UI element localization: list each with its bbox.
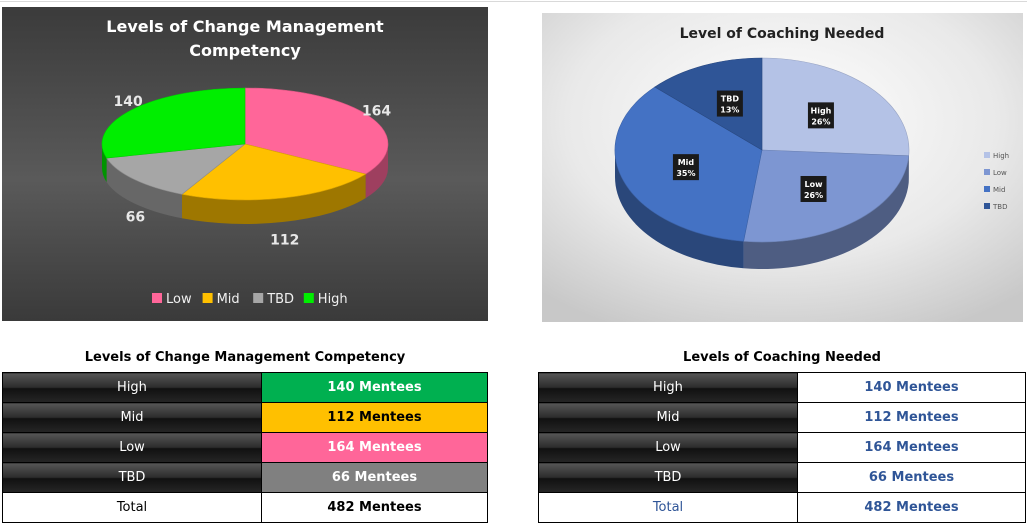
row-value-mid: 112 Mentees bbox=[797, 402, 1026, 433]
competency-side-tbd bbox=[106, 158, 182, 219]
legend-entry-low: Low bbox=[993, 169, 1007, 177]
top-divider bbox=[0, 1, 1027, 2]
legend-entry-mid: Mid bbox=[993, 186, 1005, 194]
total-label: Total bbox=[2, 492, 262, 523]
row-value-low: 164 Mentees bbox=[797, 432, 1026, 463]
competency-side-low bbox=[365, 144, 388, 199]
row-label-high: High bbox=[2, 372, 262, 403]
data-label-name-high: High bbox=[811, 106, 832, 115]
data-label-value-high: 26% bbox=[811, 117, 830, 126]
chart-title-line-1: Levels of Change Management bbox=[106, 17, 384, 36]
data-label-name-low: Low bbox=[805, 180, 824, 189]
competency-slice-high bbox=[101, 87, 246, 159]
legend-swatch-low bbox=[984, 169, 990, 175]
total-value: 482 Mentees bbox=[797, 492, 1026, 523]
competency-pie-chart: Levels of Change Management Competency 1… bbox=[2, 7, 488, 321]
table-row: Mid 112 Mentees bbox=[538, 402, 1026, 433]
legend-swatch-high bbox=[984, 152, 990, 158]
legend-swatch-high bbox=[303, 293, 314, 303]
data-label-name-tbd: TBD bbox=[721, 95, 740, 104]
table-row: Low 164 Mentees bbox=[538, 432, 1026, 463]
chart-title-line-2: Competency bbox=[189, 41, 301, 60]
data-label-mid: 112 bbox=[270, 232, 299, 248]
legend-swatch-tbd bbox=[253, 293, 264, 303]
total-row: Total 482 Mentees bbox=[538, 492, 1026, 523]
data-label-box-high bbox=[807, 102, 834, 129]
data-label-box-mid bbox=[672, 154, 699, 181]
legend-swatch-mid bbox=[984, 186, 990, 192]
competency-slice-low bbox=[244, 87, 389, 175]
table-row: High 140 Mentees bbox=[538, 372, 1026, 403]
row-label-mid: Mid bbox=[2, 402, 262, 433]
competency-table-title: Levels of Change Management Competency bbox=[84, 350, 406, 365]
data-label-value-tbd: 13% bbox=[720, 106, 739, 115]
row-value-low: 164 Mentees bbox=[261, 432, 488, 463]
row-value-high: 140 Mentees bbox=[797, 372, 1026, 403]
coaching-table: High 140 Mentees Mid 112 Mentees Low 164 Ment… bbox=[538, 372, 1026, 523]
table-row: Mid 112 Mentees bbox=[2, 402, 488, 433]
chart-title: Level of Coaching Needed bbox=[680, 26, 885, 42]
row-label-tbd: TBD bbox=[538, 462, 798, 493]
data-label-high: 140 bbox=[113, 94, 142, 110]
legend-entry-high: High bbox=[993, 152, 1009, 160]
data-label-value-mid: 35% bbox=[676, 169, 695, 178]
data-label-tbd: 66 bbox=[126, 209, 145, 225]
legend-entry-tbd: TBD bbox=[992, 203, 1007, 211]
total-value: 482 Mentees bbox=[261, 492, 488, 523]
row-value-high: 140 Mentees bbox=[261, 372, 488, 403]
table-row: TBD 66 Mentees bbox=[538, 462, 1026, 493]
row-value-tbd: 66 Mentees bbox=[797, 462, 1026, 493]
competency-table: High 140 Mentees Mid 112 Mentees Low 164 Ment… bbox=[2, 372, 488, 523]
row-label-low: Low bbox=[2, 432, 262, 463]
total-label: Total bbox=[538, 492, 798, 523]
legend-entry-high: High bbox=[318, 292, 348, 307]
data-label-box-low bbox=[800, 175, 827, 202]
table-row: Low 164 Mentees bbox=[2, 432, 488, 463]
row-value-mid: 112 Mentees bbox=[261, 402, 488, 433]
legend-swatch-tbd bbox=[984, 203, 990, 209]
coaching-side-mid bbox=[615, 150, 744, 269]
coaching-side-low bbox=[743, 155, 909, 269]
row-label-high: High bbox=[538, 372, 798, 403]
competency-slice-tbd bbox=[106, 143, 246, 195]
data-label-low: 164 bbox=[362, 103, 391, 119]
coaching-table-title: Levels of Coaching Needed bbox=[683, 350, 881, 365]
legend-swatch-low bbox=[152, 293, 162, 303]
row-value-tbd: 66 Mentees bbox=[261, 462, 488, 493]
coaching-slice-tbd bbox=[654, 57, 763, 151]
coaching-pie-chart: Level of Coaching Needed High 26% Low 26% Mi… bbox=[542, 13, 1023, 322]
row-label-mid: Mid bbox=[538, 402, 798, 433]
row-label-tbd: TBD bbox=[2, 462, 262, 493]
legend-entry-mid: Mid bbox=[217, 292, 240, 307]
row-label-low: Low bbox=[538, 432, 798, 463]
data-label-box-tbd bbox=[716, 90, 743, 117]
legend-entry-low: Low bbox=[166, 292, 192, 307]
table-row: TBD 66 Mentees bbox=[2, 462, 488, 493]
total-row: Total 482 Mentees bbox=[2, 492, 488, 523]
competency-side-high bbox=[102, 144, 107, 183]
table-row: High 140 Mentees bbox=[2, 372, 488, 403]
legend-entry-tbd: TBD bbox=[266, 292, 294, 307]
data-label-name-mid: Mid bbox=[678, 158, 695, 167]
coaching-slice-high bbox=[761, 57, 910, 157]
data-label-value-low: 26% bbox=[804, 191, 823, 200]
legend-swatch-mid bbox=[202, 293, 213, 303]
